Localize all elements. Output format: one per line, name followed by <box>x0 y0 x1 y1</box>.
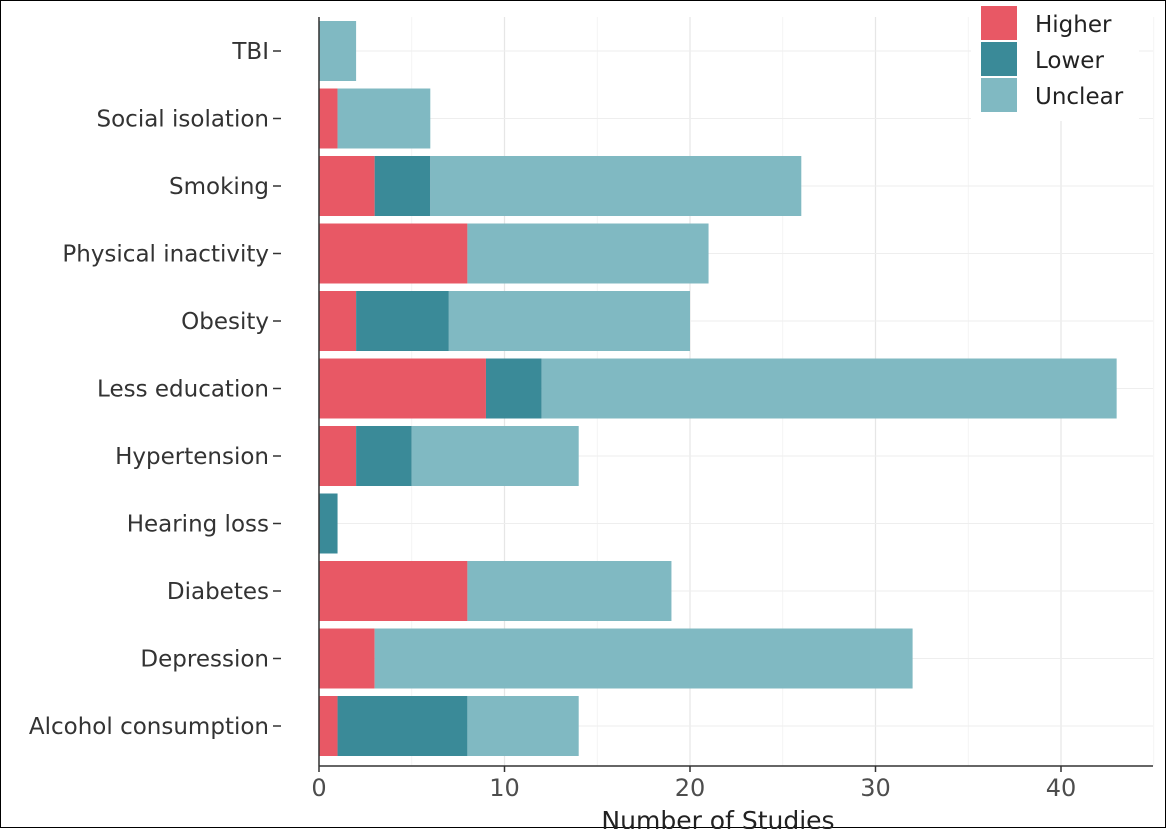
x-tick-label: 40 <box>1046 774 1077 802</box>
x-tick-labels: 0 10 20 30 40 <box>311 766 1076 802</box>
category-label: Hearing loss <box>127 512 269 538</box>
legend-swatch-lower <box>981 42 1017 76</box>
category-label: Depression <box>140 647 269 673</box>
category-label: Alcohol consumption <box>29 714 269 740</box>
bars <box>319 21 1117 756</box>
bar-lower-smoking <box>374 156 431 216</box>
category-label: Less education <box>97 377 269 403</box>
bar-higher-social-isolation <box>319 88 338 149</box>
bar-higher-smoking <box>319 156 375 216</box>
bar-unclear-physical-inactivity <box>467 223 709 284</box>
legend: Higher Lower Unclear <box>971 3 1139 121</box>
legend-label-lower: Lower <box>1035 48 1104 74</box>
axes <box>318 17 1153 767</box>
legend-swatch-unclear <box>981 78 1017 112</box>
bar-unclear-obesity <box>448 291 690 351</box>
category-label: Obesity <box>181 309 269 335</box>
category-label: Hypertension <box>115 444 269 470</box>
legend-label-higher: Higher <box>1035 12 1112 38</box>
bar-lower-hypertension <box>356 426 412 486</box>
x-tick-label: 0 <box>311 774 326 802</box>
legend-label-unclear: Unclear <box>1035 84 1124 110</box>
x-tick-label: 20 <box>675 774 706 802</box>
bar-lower-hearing-loss <box>319 493 338 554</box>
category-label: Social isolation <box>97 107 270 133</box>
bar-higher-physical-inactivity <box>319 223 468 284</box>
bar-higher-less-education <box>319 358 486 419</box>
category-labels: TBI Social isolation Smoking Physical inact… <box>29 39 281 740</box>
bar-unclear-depression <box>374 628 913 689</box>
bar-higher-diabetes <box>319 561 468 621</box>
bar-unclear-alcohol-consumption <box>467 696 579 756</box>
bar-unclear-tbi <box>319 21 357 81</box>
bar-unclear-less-education <box>541 358 1117 419</box>
legend-swatch-higher <box>981 6 1017 40</box>
category-label: Smoking <box>169 174 269 200</box>
bar-lower-less-education <box>485 358 542 419</box>
x-tick-label: 30 <box>860 774 891 802</box>
category-label: TBI <box>231 39 269 65</box>
bar-unclear-smoking <box>430 156 802 216</box>
bar-unclear-social-isolation <box>337 88 431 149</box>
bar-unclear-diabetes <box>467 561 672 621</box>
bar-higher-hypertension <box>319 426 357 486</box>
bar-lower-alcohol-consumption <box>337 696 468 756</box>
x-axis-title: Number of Studies <box>601 806 834 829</box>
category-label: Physical inactivity <box>62 242 269 268</box>
bar-unclear-hypertension <box>411 426 579 486</box>
bar-lower-obesity <box>356 291 449 351</box>
category-label: Diabetes <box>167 579 269 605</box>
bar-higher-obesity <box>319 291 357 351</box>
bar-higher-depression <box>319 628 375 689</box>
bar-higher-alcohol-consumption <box>319 696 338 756</box>
x-tick-label: 10 <box>489 774 520 802</box>
